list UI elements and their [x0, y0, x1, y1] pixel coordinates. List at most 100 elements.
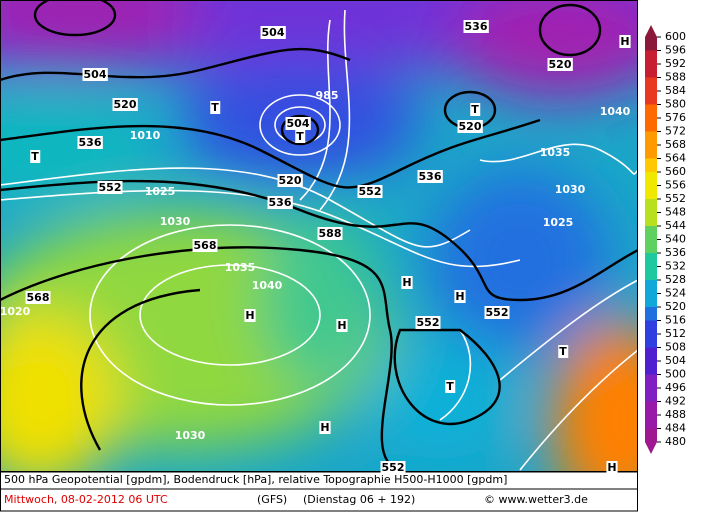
map-label: H [320, 421, 329, 434]
map-label-bg [619, 35, 631, 48]
colorbar-band [645, 118, 657, 132]
map-label-bg [277, 174, 303, 187]
map-label-bg [97, 181, 123, 194]
map-label: H [620, 35, 629, 48]
colorbar-label: 552 [665, 192, 686, 205]
map-label-bg [30, 150, 41, 163]
colorbar-band [645, 158, 657, 173]
colorbar-band [645, 361, 657, 375]
colorbar-band [645, 266, 657, 281]
colorbar-band [645, 172, 657, 186]
map-label-bg [484, 306, 510, 319]
map-label: 552 [382, 461, 405, 474]
colorbar-label: 588 [665, 71, 686, 84]
colorbar-band [645, 334, 657, 348]
map-label-bg [454, 290, 466, 303]
map-label: 588 [319, 227, 342, 240]
map-label: H [337, 319, 346, 332]
map-label-bg [457, 120, 483, 133]
colorbar-label: 592 [665, 57, 686, 70]
colorbar-label: 488 [665, 408, 686, 421]
map-label: 1040 [600, 105, 631, 118]
colorbar-band [645, 77, 657, 92]
map-label: 1010 [130, 129, 161, 142]
footer-frame [0, 471, 638, 512]
colorbar-band [645, 374, 657, 389]
footer-description: 500 hPa Geopotential [gpdm], Bodendruck … [4, 473, 507, 486]
colorbar-label: 556 [665, 179, 686, 192]
map-label-bg [415, 316, 441, 329]
map-label: T [31, 150, 39, 163]
map-label: 552 [359, 185, 382, 198]
map-label-bg [317, 227, 343, 240]
colorbar-band [645, 104, 657, 119]
map-label-bg [210, 101, 221, 114]
map-label: 520 [459, 120, 482, 133]
colorbar-band [645, 91, 657, 105]
map-label-bg [417, 170, 443, 183]
map-label: 1030 [175, 429, 206, 442]
map-label-bg [25, 291, 51, 304]
colorbar-label: 492 [665, 395, 686, 408]
map-label-bg [319, 421, 331, 434]
colorbar-label: 564 [665, 152, 686, 165]
map-label: 536 [419, 170, 442, 183]
colorbar-band [645, 401, 657, 416]
colorbar-band [645, 307, 657, 321]
colorbar-band [645, 145, 657, 159]
map-label: T [446, 380, 454, 393]
map-label-bg [470, 103, 481, 116]
colorbar-arrow-top [645, 25, 657, 37]
colorbar-label: 496 [665, 381, 686, 394]
colorbar-label: 524 [665, 287, 686, 300]
map-label-bg [558, 345, 569, 358]
colorbar-label: 572 [665, 125, 686, 138]
colorbar-label: 532 [665, 260, 686, 273]
map-label-bg [357, 185, 383, 198]
map-label: 504 [287, 117, 310, 130]
map-label: 1035 [540, 146, 571, 159]
map-label-bg [295, 130, 306, 143]
colorbar-band [645, 226, 657, 240]
map-label: 536 [269, 196, 292, 209]
colorbar-label: 596 [665, 44, 686, 57]
colorbar-label: 560 [665, 165, 686, 178]
footer-copyright: © www.wetter3.de [484, 493, 588, 506]
map-label-bg [267, 196, 293, 209]
colorbar-label: 548 [665, 206, 686, 219]
map-label-bg [336, 319, 348, 332]
colorbar-arrow-bottom [645, 442, 657, 454]
colorbar-label: 528 [665, 273, 686, 286]
colorbar-label: 516 [665, 314, 686, 327]
map-label: 552 [486, 306, 509, 319]
colorbar-band [645, 212, 657, 227]
map-label: 1020 [0, 305, 31, 318]
colorbar-label: 584 [665, 84, 686, 97]
map-label: 552 [417, 316, 440, 329]
colorbar-band [645, 388, 657, 402]
map-label-bg [82, 68, 108, 81]
map-label: T [296, 130, 304, 143]
map-label: 568 [27, 291, 50, 304]
colorbar-label: 540 [665, 233, 686, 246]
colorbar-band [645, 428, 657, 443]
map-label: 536 [79, 136, 102, 149]
map-label: 504 [262, 26, 285, 39]
colorbar-band [645, 37, 657, 51]
colorbar-label: 504 [665, 354, 686, 367]
map-label: T [559, 345, 567, 358]
colorbar-label: 520 [665, 300, 686, 313]
map-label: 1040 [252, 279, 283, 292]
map-label-bg [445, 380, 456, 393]
map-label-bg [285, 117, 311, 130]
map-label: 520 [114, 98, 137, 111]
map-label-bg [244, 309, 256, 322]
map-label: H [245, 309, 254, 322]
colorbar-label: 600 [665, 30, 686, 43]
map-label: 1035 [225, 261, 256, 274]
map-label: 985 [316, 89, 339, 102]
map-label-bg [77, 136, 103, 149]
